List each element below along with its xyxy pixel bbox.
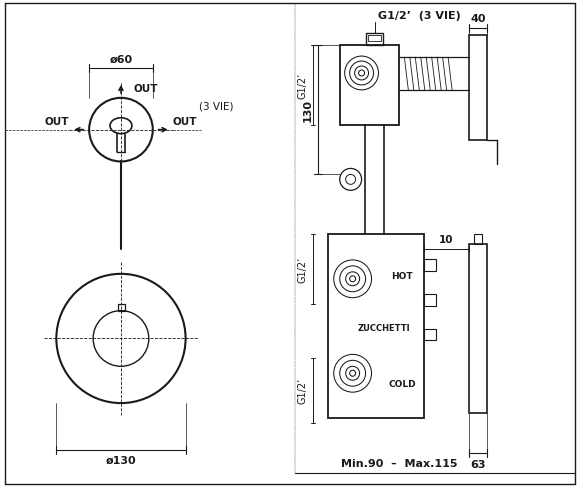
Bar (469, 36, 487, 141)
Text: 130: 130 (303, 99, 313, 122)
Text: ø130: ø130 (106, 455, 136, 465)
Text: OUT: OUT (45, 117, 69, 126)
Bar (368, 36, 382, 42)
Text: 10: 10 (439, 235, 454, 244)
Bar (424, 329, 436, 341)
Bar (424, 294, 436, 306)
Bar (424, 260, 436, 271)
Text: COLD: COLD (389, 379, 416, 388)
Text: OUT: OUT (134, 84, 158, 94)
Text: G1/2’: G1/2’ (298, 256, 308, 283)
Text: HOT: HOT (392, 272, 413, 281)
Text: G1/2’: G1/2’ (298, 377, 308, 404)
Text: ZUCCHETTI: ZUCCHETTI (357, 324, 410, 332)
Text: 40: 40 (470, 14, 485, 24)
Bar (340, 46, 400, 125)
Bar (328, 235, 424, 418)
Text: (3 VIE): (3 VIE) (198, 102, 233, 112)
Text: Min.90  –  Max.115: Min.90 – Max.115 (341, 458, 458, 468)
Text: ø60: ø60 (110, 55, 132, 65)
Text: 63: 63 (470, 459, 485, 469)
Bar (474, 235, 482, 244)
Text: G1/2’: G1/2’ (298, 73, 308, 99)
Bar (365, 34, 383, 46)
Text: OUT: OUT (173, 117, 197, 126)
Bar (469, 244, 487, 413)
Bar (118, 304, 125, 311)
Text: G1/2’  (3 VIE): G1/2’ (3 VIE) (378, 11, 461, 21)
